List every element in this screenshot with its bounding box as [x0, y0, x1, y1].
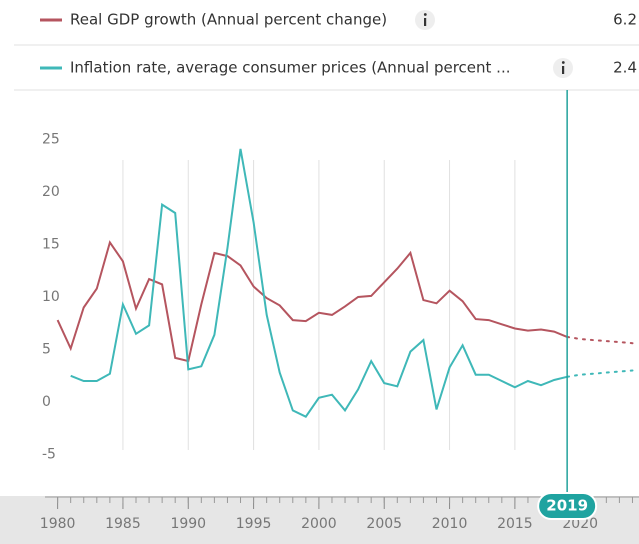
chart: Real GDP growth (Annual percent change) 6… — [0, 0, 639, 544]
projection-line — [567, 337, 632, 343]
x-tick-label: 1990 — [170, 516, 206, 532]
x-tick-label: 2000 — [301, 516, 337, 532]
y-tick-label: 10 — [42, 289, 60, 305]
x-tick-label: 1980 — [40, 516, 76, 532]
year-badge-label: 2019 — [546, 497, 588, 515]
legend-value: 6.2 — [613, 11, 637, 29]
info-icon[interactable] — [415, 10, 435, 30]
x-tick-label: 2010 — [432, 516, 468, 532]
x-tick-label: 2005 — [366, 516, 402, 532]
x-tick-label: 1985 — [105, 516, 141, 532]
legend-value: 2.4 — [613, 59, 637, 77]
y-tick-label: 5 — [42, 342, 51, 358]
legend-label: Real GDP growth (Annual percent change) — [70, 11, 387, 29]
y-tick-label: -5 — [42, 447, 56, 463]
legend-label: Inflation rate, average consumer prices … — [70, 59, 510, 77]
x-tick-label: 2015 — [497, 516, 533, 532]
x-tick-label: 1995 — [236, 516, 272, 532]
info-icon[interactable] — [553, 58, 573, 78]
projection-line — [567, 371, 632, 377]
y-tick-label: 15 — [42, 237, 60, 253]
series-line — [58, 242, 567, 361]
y-tick-label: 20 — [42, 184, 60, 200]
y-tick-label: 25 — [42, 132, 60, 148]
year-badge[interactable]: 2019 — [538, 493, 596, 519]
y-tick-label: 0 — [42, 394, 51, 410]
